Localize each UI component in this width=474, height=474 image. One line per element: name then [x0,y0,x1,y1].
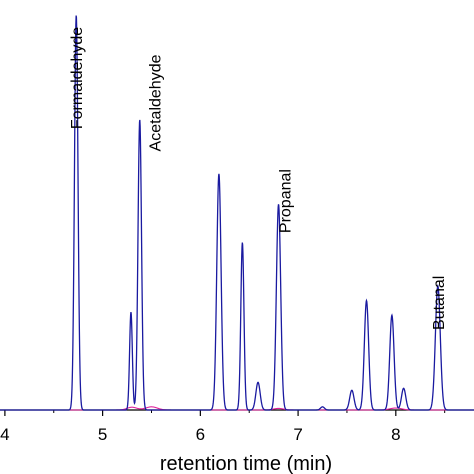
x-tick-label: 8 [391,425,400,444]
x-tick-label: 6 [196,425,205,444]
peak-annotation: Propanal [277,169,294,233]
x-tick-label: 5 [98,425,107,444]
axes: 4 5 6 7 8 [0,409,474,444]
series-trace-0 [0,15,474,411]
peak-annotation: Acetaldehyde [147,54,164,151]
x-tick-label: 7 [293,425,302,444]
peak-annotation: Formaldehyde [69,27,86,129]
series-layer [0,15,474,411]
peak-annotation: Butanal [431,276,448,330]
x-axis-label: retention time (min) [160,453,332,474]
annotation-layer: Formaldehyde Acetaldehyde Propanal Butanal [69,27,448,330]
x-tick-label: 4 [0,425,9,444]
